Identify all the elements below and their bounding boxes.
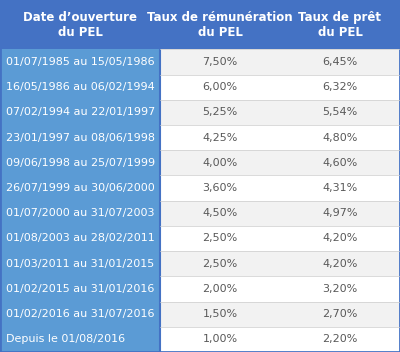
Text: 01/07/1985 au 15/05/1986: 01/07/1985 au 15/05/1986 — [6, 57, 155, 67]
FancyBboxPatch shape — [0, 125, 160, 150]
FancyBboxPatch shape — [280, 201, 400, 226]
FancyBboxPatch shape — [160, 125, 280, 150]
FancyBboxPatch shape — [0, 49, 160, 75]
FancyBboxPatch shape — [280, 302, 400, 327]
FancyBboxPatch shape — [280, 175, 400, 201]
Text: 26/07/1999 au 30/06/2000: 26/07/1999 au 30/06/2000 — [6, 183, 155, 193]
FancyBboxPatch shape — [280, 125, 400, 150]
FancyBboxPatch shape — [160, 251, 280, 276]
Text: 7,50%: 7,50% — [202, 57, 238, 67]
FancyBboxPatch shape — [160, 276, 280, 302]
FancyBboxPatch shape — [280, 327, 400, 352]
Text: 01/02/2015 au 31/01/2016: 01/02/2015 au 31/01/2016 — [6, 284, 154, 294]
Text: 4,20%: 4,20% — [322, 233, 358, 244]
Text: 4,20%: 4,20% — [322, 259, 358, 269]
Text: 2,00%: 2,00% — [202, 284, 238, 294]
Text: 01/07/2000 au 31/07/2003: 01/07/2000 au 31/07/2003 — [6, 208, 154, 218]
FancyBboxPatch shape — [160, 302, 280, 327]
FancyBboxPatch shape — [0, 201, 160, 226]
FancyBboxPatch shape — [160, 201, 280, 226]
Text: 4,80%: 4,80% — [322, 133, 358, 143]
FancyBboxPatch shape — [160, 150, 280, 175]
Text: 2,50%: 2,50% — [202, 259, 238, 269]
Text: 23/01/1997 au 08/06/1998: 23/01/1997 au 08/06/1998 — [6, 133, 155, 143]
FancyBboxPatch shape — [280, 276, 400, 302]
Text: 3,60%: 3,60% — [202, 183, 238, 193]
FancyBboxPatch shape — [0, 175, 160, 201]
Text: 4,25%: 4,25% — [202, 133, 238, 143]
Text: 01/03/2011 au 31/01/2015: 01/03/2011 au 31/01/2015 — [6, 259, 154, 269]
FancyBboxPatch shape — [280, 226, 400, 251]
FancyBboxPatch shape — [160, 75, 280, 100]
Text: 4,31%: 4,31% — [322, 183, 358, 193]
FancyBboxPatch shape — [0, 327, 160, 352]
FancyBboxPatch shape — [160, 100, 280, 125]
Text: 07/02/1994 au 22/01/1997: 07/02/1994 au 22/01/1997 — [6, 107, 155, 117]
Text: 01/08/2003 au 28/02/2011: 01/08/2003 au 28/02/2011 — [6, 233, 155, 244]
FancyBboxPatch shape — [0, 226, 160, 251]
FancyBboxPatch shape — [0, 251, 160, 276]
FancyBboxPatch shape — [280, 100, 400, 125]
FancyBboxPatch shape — [0, 302, 160, 327]
FancyBboxPatch shape — [0, 100, 160, 125]
FancyBboxPatch shape — [160, 226, 280, 251]
Text: 01/02/2016 au 31/07/2016: 01/02/2016 au 31/07/2016 — [6, 309, 154, 319]
Text: 09/06/1998 au 25/07/1999: 09/06/1998 au 25/07/1999 — [6, 158, 155, 168]
FancyBboxPatch shape — [160, 175, 280, 201]
Text: 2,70%: 2,70% — [322, 309, 358, 319]
FancyBboxPatch shape — [280, 251, 400, 276]
Text: Taux de prêt
du PEL: Taux de prêt du PEL — [298, 11, 382, 39]
Text: 4,97%: 4,97% — [322, 208, 358, 218]
FancyBboxPatch shape — [0, 276, 160, 302]
FancyBboxPatch shape — [280, 150, 400, 175]
Text: 3,20%: 3,20% — [322, 284, 358, 294]
Text: 6,00%: 6,00% — [202, 82, 238, 92]
FancyBboxPatch shape — [160, 0, 280, 49]
FancyBboxPatch shape — [280, 75, 400, 100]
FancyBboxPatch shape — [160, 327, 280, 352]
FancyBboxPatch shape — [0, 0, 160, 49]
FancyBboxPatch shape — [0, 150, 160, 175]
FancyBboxPatch shape — [280, 49, 400, 75]
Text: Depuis le 01/08/2016: Depuis le 01/08/2016 — [6, 334, 125, 344]
Text: 1,50%: 1,50% — [202, 309, 238, 319]
Text: 5,54%: 5,54% — [322, 107, 358, 117]
Text: 2,20%: 2,20% — [322, 334, 358, 344]
Text: 2,50%: 2,50% — [202, 233, 238, 244]
Text: 1,00%: 1,00% — [202, 334, 238, 344]
Text: 4,00%: 4,00% — [202, 158, 238, 168]
Text: 4,60%: 4,60% — [322, 158, 358, 168]
FancyBboxPatch shape — [0, 75, 160, 100]
Text: 6,45%: 6,45% — [322, 57, 358, 67]
FancyBboxPatch shape — [160, 49, 280, 75]
Text: 6,32%: 6,32% — [322, 82, 358, 92]
Text: 5,25%: 5,25% — [202, 107, 238, 117]
Text: Date d’ouverture
du PEL: Date d’ouverture du PEL — [23, 11, 137, 39]
Text: 16/05/1986 au 06/02/1994: 16/05/1986 au 06/02/1994 — [6, 82, 155, 92]
FancyBboxPatch shape — [280, 0, 400, 49]
Text: Taux de rémunération
du PEL: Taux de rémunération du PEL — [147, 11, 293, 39]
Text: 4,50%: 4,50% — [202, 208, 238, 218]
